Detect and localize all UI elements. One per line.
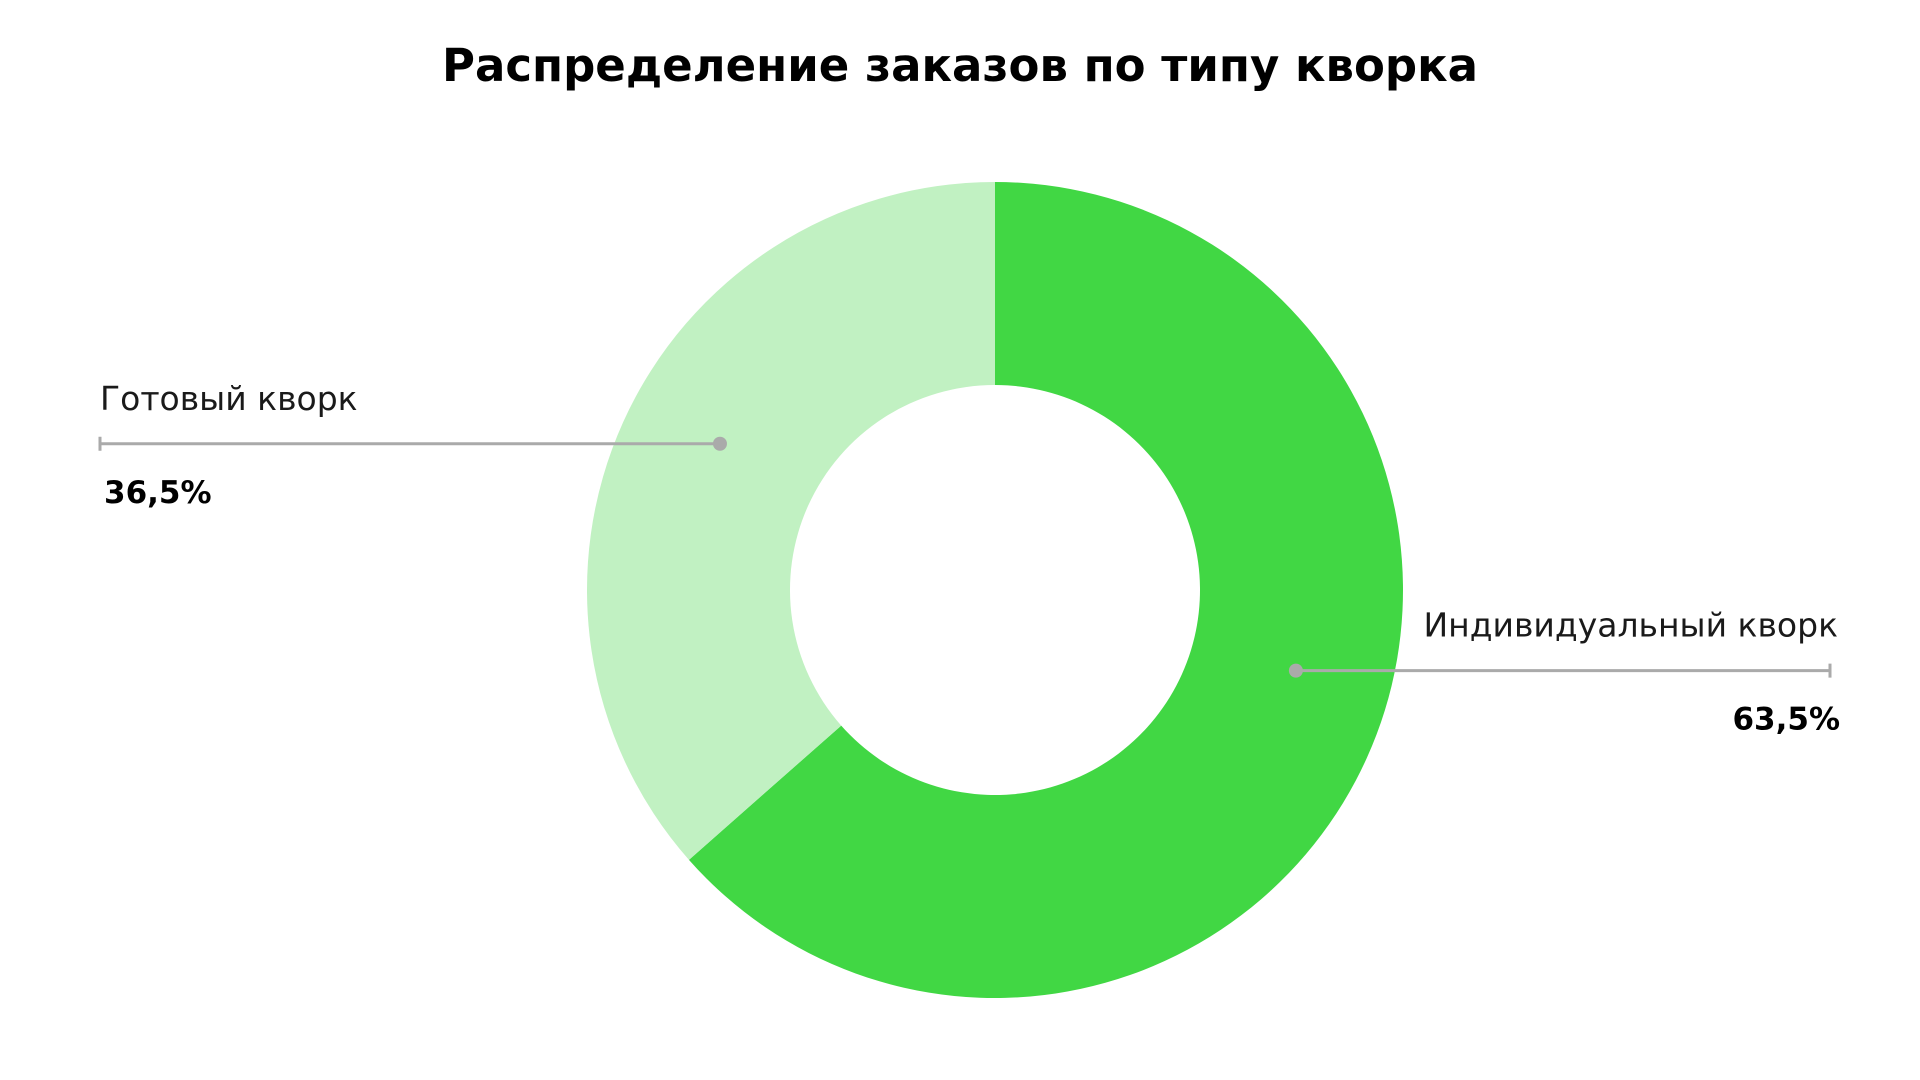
chart-title: Распределение заказов по типу кворка	[441, 39, 1479, 92]
slice-value-label: 63,5%	[1732, 702, 1840, 738]
slice-name-label: Индивидуальный кворк	[1423, 606, 1838, 645]
label-group-individual: Индивидуальный кворк 63,5%	[1288, 606, 1840, 738]
donut-slices	[587, 182, 1404, 998]
slice-ready	[587, 182, 995, 860]
leader-dot	[712, 436, 727, 451]
slice-value-label: 36,5%	[104, 475, 212, 511]
slice-individual	[688, 182, 1404, 998]
slice-labels: Индивидуальный кворк 63,5% Готовый кворк 36…	[98, 379, 1840, 738]
label-group-ready: Готовый кворк 36,5%	[98, 379, 727, 511]
slice-name-label: Готовый кворк	[100, 379, 358, 418]
leader-dot	[1288, 663, 1303, 678]
